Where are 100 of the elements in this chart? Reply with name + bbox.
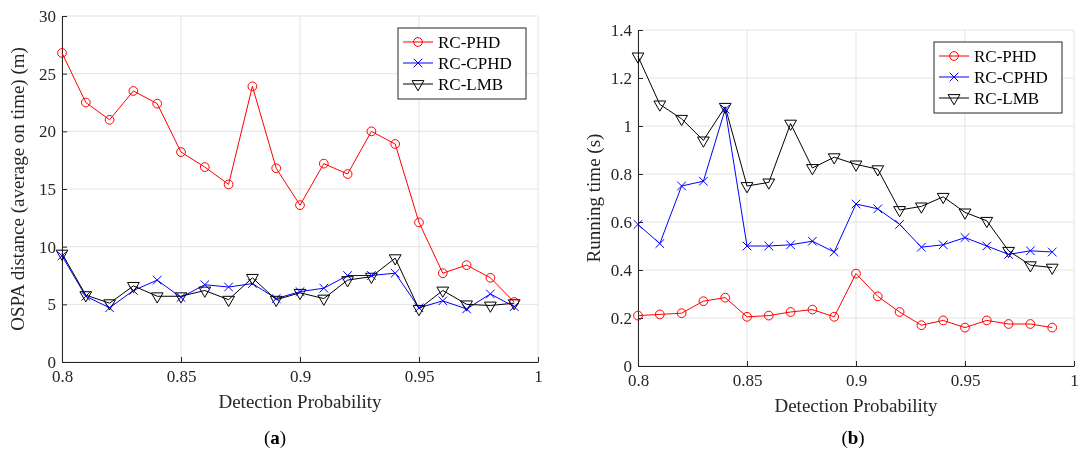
legend-label: RC-LMB <box>974 89 1040 108</box>
x-tick-label: 0.95 <box>404 367 435 387</box>
x-tick-label: 0.95 <box>950 371 981 391</box>
point <box>388 254 402 266</box>
point <box>740 182 754 194</box>
point <box>293 288 307 301</box>
point <box>698 176 709 186</box>
y-tick-label: 0.8 <box>610 164 632 184</box>
point <box>461 304 472 314</box>
point <box>295 286 305 297</box>
legend-label: RC-PHD <box>974 47 1037 66</box>
point <box>319 283 329 293</box>
point <box>893 206 906 218</box>
point <box>460 300 473 312</box>
y-tick-label: 10 <box>39 237 56 257</box>
point <box>104 114 115 125</box>
y-tick-label: 15 <box>39 179 56 199</box>
point <box>150 292 164 304</box>
point <box>653 100 667 112</box>
x-axis-title: Detection Probability <box>774 395 939 416</box>
point <box>246 273 259 286</box>
x-tick-label: 0.9 <box>845 371 868 391</box>
point <box>269 295 283 308</box>
y-axis-title: Running time (s) <box>583 133 605 263</box>
point <box>271 163 282 174</box>
point <box>1024 261 1037 273</box>
point <box>247 81 258 92</box>
point <box>317 294 331 306</box>
point <box>960 322 970 333</box>
point <box>807 304 818 315</box>
point <box>871 165 885 177</box>
point <box>152 275 162 285</box>
x-tick-label: 0.85 <box>732 371 763 391</box>
y-tick-label: 1 <box>623 116 632 136</box>
legend-label: RC-CPHD <box>438 54 512 73</box>
point <box>655 238 665 249</box>
point <box>318 158 329 169</box>
point <box>80 97 91 108</box>
y-axis-title: OSPA distance (average on time) (m) <box>7 47 29 331</box>
y-tick-label: 30 <box>39 6 56 26</box>
point <box>390 268 400 278</box>
point <box>436 286 450 298</box>
point <box>152 98 163 109</box>
point <box>916 242 927 252</box>
text: (b) <box>841 427 865 449</box>
legend-label: RC-CPHD <box>974 68 1048 87</box>
y-tick-label: 1.2 <box>610 68 632 88</box>
point <box>807 236 818 246</box>
point <box>412 305 426 317</box>
point <box>675 114 688 127</box>
legend-label: RC-LMB <box>438 75 504 94</box>
point <box>982 241 992 251</box>
point <box>247 278 258 289</box>
point <box>633 219 643 230</box>
point <box>873 204 883 214</box>
point <box>127 281 140 294</box>
point <box>676 181 687 191</box>
point <box>849 160 863 172</box>
y-tick-label: 0 <box>623 356 632 376</box>
point <box>894 219 905 230</box>
point <box>198 286 212 298</box>
point <box>764 241 774 251</box>
point <box>698 296 709 307</box>
point <box>485 289 496 299</box>
point <box>461 260 472 270</box>
point <box>57 48 67 58</box>
point <box>980 216 994 229</box>
point <box>958 208 972 220</box>
point <box>128 86 139 96</box>
point <box>938 240 948 250</box>
point <box>438 296 448 306</box>
point <box>981 315 992 326</box>
point <box>1003 319 1014 329</box>
point <box>485 272 496 283</box>
point <box>938 315 949 326</box>
point <box>742 311 752 322</box>
point <box>676 308 687 319</box>
legend-label: RC-PHD <box>438 33 501 52</box>
point <box>784 119 797 131</box>
point <box>762 178 776 190</box>
point <box>829 311 840 322</box>
point <box>414 302 424 313</box>
point <box>936 192 950 205</box>
y-tick-label: 1.4 <box>610 20 633 40</box>
point <box>342 270 353 281</box>
point <box>437 268 448 279</box>
point <box>851 268 861 279</box>
point <box>631 52 645 64</box>
point <box>223 179 234 190</box>
point <box>1025 319 1036 329</box>
point <box>199 162 210 172</box>
y-tick-label: 0.2 <box>610 308 632 328</box>
point <box>916 320 927 331</box>
point <box>342 169 353 179</box>
point <box>633 310 643 321</box>
point <box>484 301 497 313</box>
text: (a) <box>263 427 287 449</box>
point <box>960 232 970 243</box>
point <box>720 292 731 303</box>
y-tick-label: 0.6 <box>610 212 632 232</box>
